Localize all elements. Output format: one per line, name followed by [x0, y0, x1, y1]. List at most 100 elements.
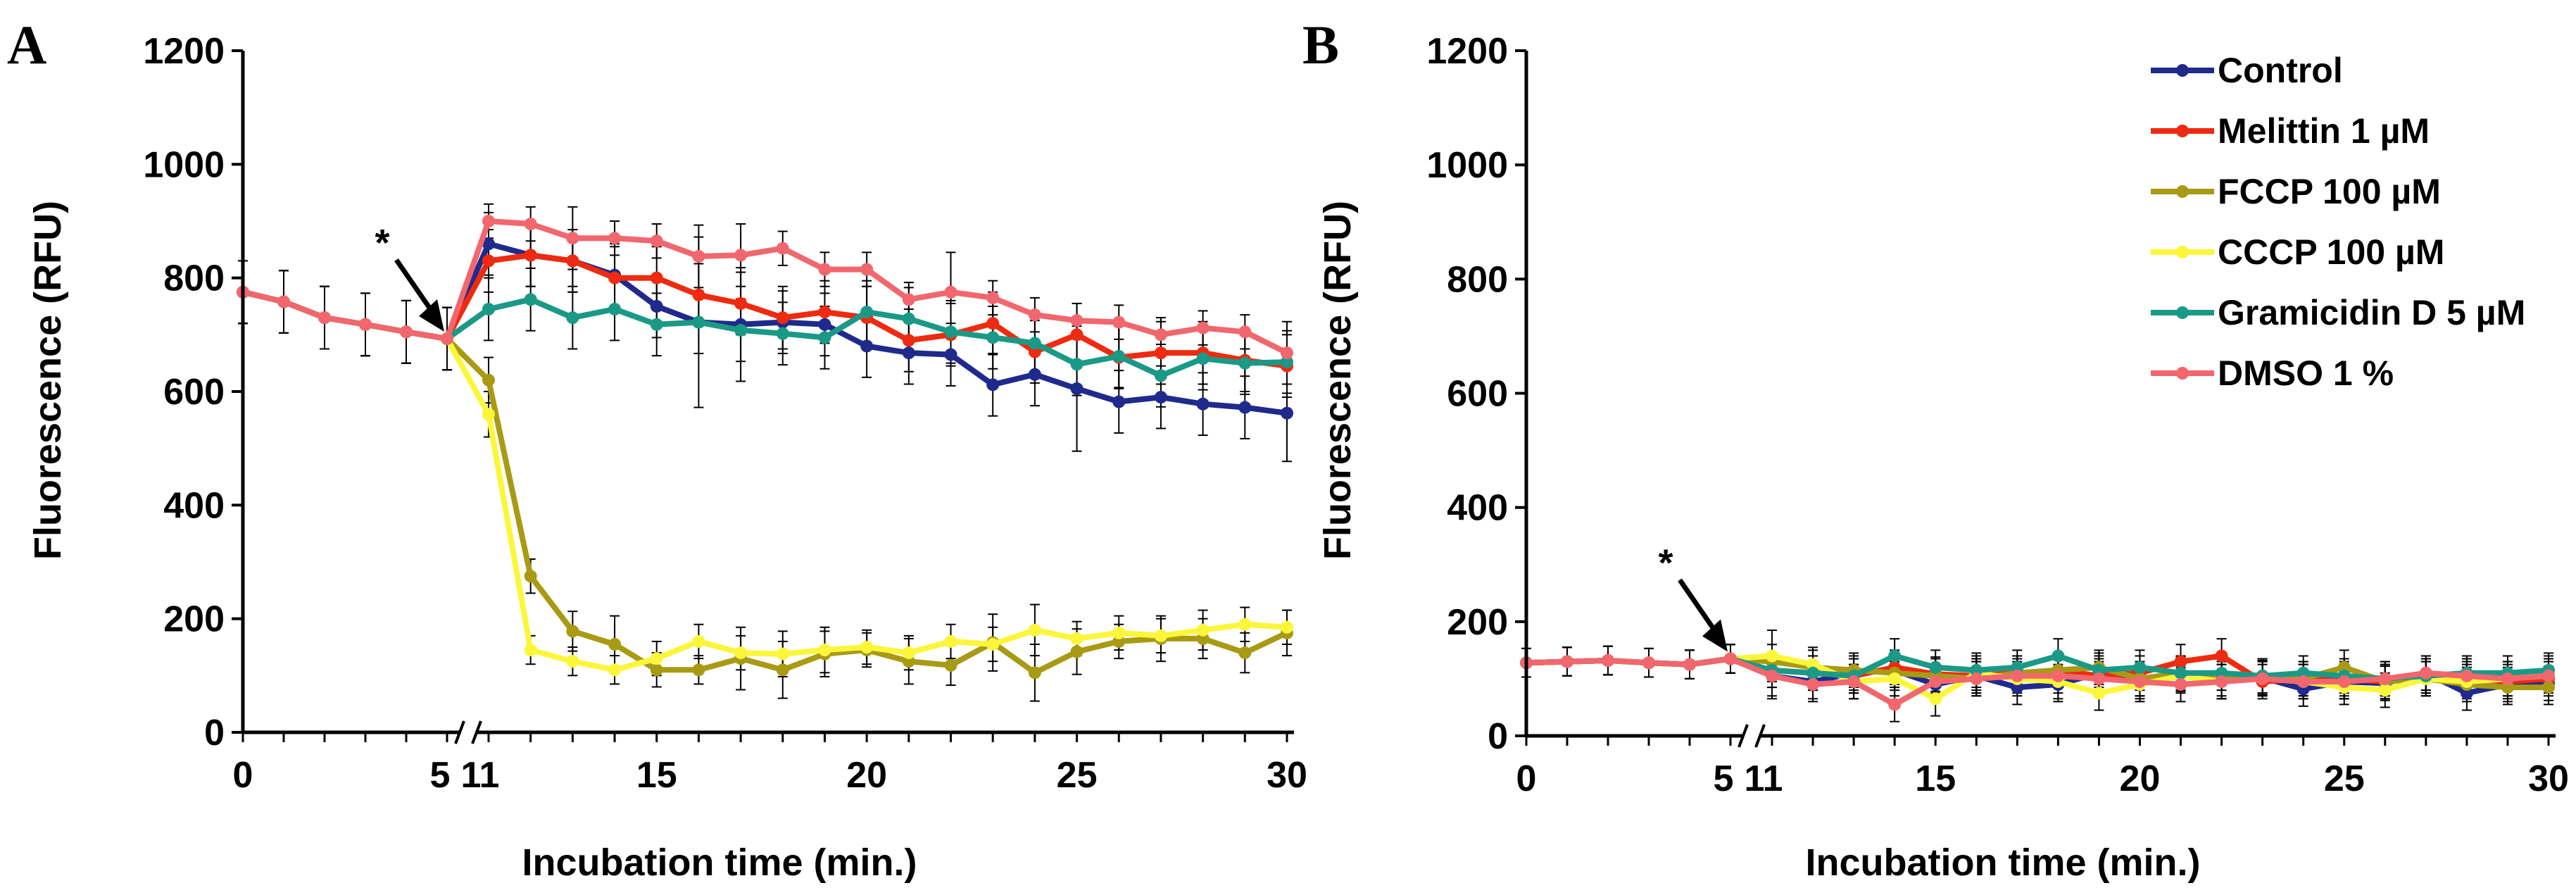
- data-point: [1847, 675, 1861, 688]
- panel-a-x-axis-title: Incubation time (min.): [522, 841, 917, 884]
- legend-swatch-marker: [2176, 246, 2189, 258]
- data-point: [734, 249, 748, 262]
- data-point: [1238, 325, 1252, 339]
- data-point: [776, 647, 789, 661]
- data-point: [1028, 308, 1041, 322]
- data-point: [776, 311, 789, 325]
- data-point: [482, 215, 495, 227]
- data-point: [1028, 666, 1041, 680]
- panel-a-annotation: *: [375, 222, 444, 332]
- data-point: [650, 234, 663, 248]
- data-point: [1238, 618, 1252, 631]
- data-point: [1028, 623, 1041, 637]
- data-point: [944, 285, 957, 299]
- data-point: [566, 625, 579, 638]
- panel-a-series: [237, 215, 1293, 680]
- panel-a-y-axis-title: Fluorescence (RFU): [27, 201, 69, 560]
- y-tick-label: 1000: [143, 144, 225, 185]
- y-tick-label: 400: [163, 485, 225, 526]
- annotation-asterisk: *: [375, 222, 389, 264]
- x-tick-label: 25: [2324, 758, 2365, 799]
- data-point: [986, 378, 1000, 392]
- x-tick-label: 5: [1714, 758, 1734, 799]
- data-point: [902, 312, 915, 325]
- data-point: [608, 663, 622, 677]
- data-point: [1888, 672, 1902, 685]
- data-point: [2378, 672, 2392, 685]
- data-point: [566, 254, 579, 268]
- series-line: [1526, 656, 2549, 708]
- x-tick-label: 11: [1745, 758, 1783, 799]
- x-tick-label: 30: [1267, 755, 1307, 796]
- panel-a-letter: A: [7, 14, 46, 75]
- data-point: [1888, 698, 1902, 711]
- panel-b-axes: [1524, 51, 2556, 748]
- series-line: [242, 289, 1288, 676]
- data-point: [860, 306, 874, 319]
- data-point: [860, 339, 874, 353]
- data-point: [524, 293, 537, 306]
- data-point: [1766, 649, 1778, 663]
- panel-a-axes: [241, 51, 1294, 744]
- data-point: [944, 658, 957, 672]
- data-point: [2460, 669, 2473, 682]
- data-point: [1028, 337, 1041, 350]
- data-point: [2378, 684, 2392, 697]
- data-point: [1970, 672, 1983, 685]
- series-line: [242, 218, 1288, 356]
- data-point: [2052, 649, 2065, 663]
- y-tick-label: 1000: [1426, 145, 1508, 186]
- data-point: [818, 263, 831, 276]
- data-point: [818, 318, 831, 331]
- data-point: [1070, 382, 1083, 395]
- legend: Control Melittin 1 µM FCCP 100 µM CCCP 100 …: [2151, 51, 2525, 393]
- y-tick-label: 600: [1447, 374, 1508, 415]
- data-point: [2542, 669, 2555, 682]
- data-point: [608, 303, 622, 316]
- data-point: [482, 254, 495, 268]
- data-point: [1154, 346, 1167, 360]
- data-point: [776, 663, 789, 677]
- data-point: [1196, 623, 1210, 637]
- axis-break-mark: [1754, 724, 1766, 748]
- data-point: [1112, 315, 1126, 329]
- data-point: [650, 300, 663, 313]
- data-point: [776, 242, 789, 255]
- x-tick-label: 0: [1516, 758, 1537, 799]
- x-tick-label: 11: [461, 755, 500, 796]
- data-point: [986, 317, 1000, 330]
- axis-break-mark: [1738, 724, 1749, 748]
- panel-a-error-bars: [238, 203, 1292, 702]
- data-point: [776, 327, 789, 340]
- data-point: [902, 334, 915, 347]
- data-point: [818, 331, 831, 344]
- panel-b-letter: B: [1302, 14, 1339, 75]
- x-tick-label: 30: [2528, 758, 2569, 799]
- panel-a-y-ticks: 0 200 400 600 800 1000 1200: [143, 31, 243, 753]
- x-tick-label: 20: [2120, 758, 2161, 799]
- data-point: [566, 655, 579, 668]
- data-point: [1238, 401, 1252, 414]
- data-point: [902, 646, 915, 660]
- data-point: [1683, 658, 1696, 671]
- data-point: [692, 634, 705, 648]
- data-point: [650, 652, 663, 665]
- data-point: [692, 663, 705, 677]
- data-point: [902, 346, 915, 360]
- data-point: [524, 570, 537, 583]
- data-point: [2215, 649, 2228, 663]
- x-tick-label: 15: [1915, 758, 1956, 799]
- legend-swatch-marker: [2176, 125, 2189, 137]
- y-tick-label: 200: [163, 599, 225, 640]
- data-point: [2133, 675, 2147, 688]
- panel-b-series: [1520, 649, 2555, 711]
- data-point: [1281, 406, 1293, 420]
- y-tick-label: 1200: [143, 31, 225, 72]
- legend-label: Control: [2218, 51, 2343, 90]
- data-point: [318, 311, 331, 325]
- panel-b-x-ticks: 0 5 11 15 20 25 30: [1516, 736, 2569, 799]
- data-point: [566, 311, 579, 325]
- data-point: [2092, 672, 2106, 685]
- data-point: [2501, 672, 2514, 685]
- legend-label: Gramicidin D 5 µM: [2218, 293, 2525, 332]
